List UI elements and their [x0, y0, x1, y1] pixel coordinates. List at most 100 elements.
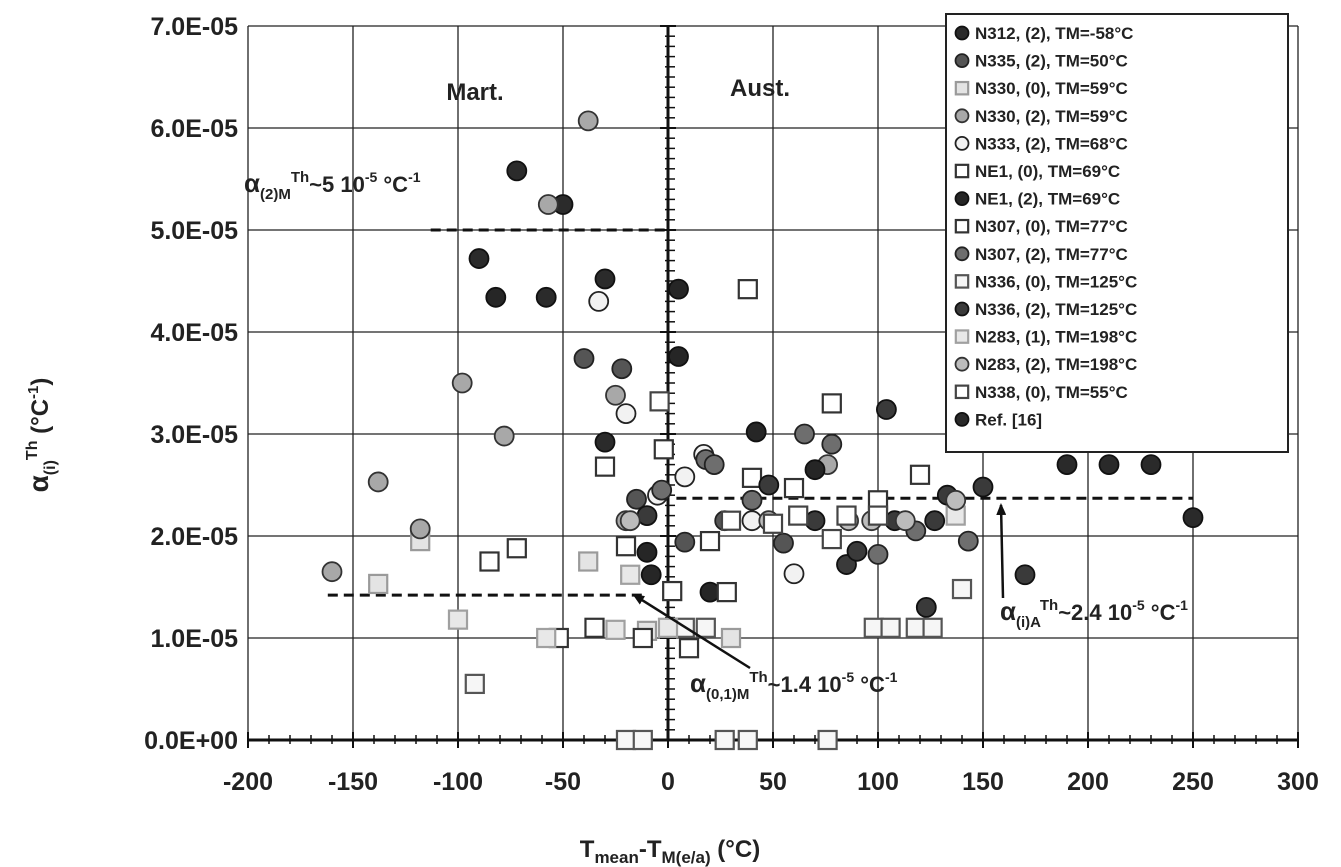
data-point	[821, 433, 843, 455]
annotation-alpha-2m-text: ~5 10	[309, 172, 365, 197]
legend-entry: NE1, (0), TM=69°C	[954, 162, 1120, 181]
legend-marker	[954, 191, 970, 207]
legend-marker	[954, 329, 970, 344]
data-point	[409, 518, 431, 540]
annotation-alpha-01m-unit-exp: -1	[885, 669, 898, 685]
legend-entry: N307, (0), TM=77°C	[954, 217, 1128, 236]
x-axis-title-sub2: M(e/a)	[662, 848, 711, 867]
data-point	[699, 581, 721, 603]
data-point	[657, 617, 679, 638]
series-0	[468, 160, 616, 453]
data-point	[451, 372, 473, 394]
legend-entry: N336, (2), TM=125°C	[954, 300, 1137, 319]
legend-label: Ref. [16]	[975, 410, 1042, 429]
annotation-alpha-2m-unit-exp: -1	[408, 169, 421, 185]
data-point	[894, 510, 916, 532]
y-axis-title: α(i)Th (°C-1)	[23, 378, 59, 493]
data-point	[573, 348, 595, 369]
data-point	[668, 346, 689, 367]
annotation-alpha-2m-symbol: α	[244, 168, 260, 198]
data-point	[577, 110, 599, 132]
data-point	[464, 673, 485, 695]
data-point	[584, 617, 605, 638]
data-point	[922, 617, 943, 638]
data-point	[636, 541, 658, 563]
y-tick-label: 4.0E-05	[150, 319, 238, 347]
annotation-alpha-ia-unit-exp: -1	[1175, 597, 1188, 613]
legend-label: NE1, (2), TM=69°C	[975, 190, 1120, 209]
data-point	[741, 489, 763, 511]
data-point	[699, 530, 721, 552]
data-point	[588, 290, 610, 312]
data-point	[1140, 454, 1162, 476]
x-tick-label: 150	[962, 768, 1004, 796]
data-point	[821, 393, 842, 414]
data-point	[737, 729, 758, 751]
series-14	[1056, 454, 1204, 529]
annotation-alpha-01m-exp: -5	[842, 669, 855, 685]
data-point	[493, 425, 515, 447]
reference-lines	[327, 228, 1193, 597]
data-point	[804, 459, 826, 481]
data-point	[626, 488, 647, 510]
data-point	[605, 384, 626, 406]
legend-entry: N338, (0), TM=55°C	[954, 383, 1128, 402]
data-point	[615, 536, 637, 557]
data-point	[783, 477, 805, 499]
data-point	[720, 510, 742, 531]
legend-marker	[954, 80, 970, 96]
annotation-alpha-ia-symbol: α	[1000, 596, 1016, 626]
data-point	[915, 597, 937, 618]
data-point	[594, 456, 616, 477]
series-8	[651, 423, 979, 565]
legend-marker	[954, 274, 970, 289]
data-point	[537, 194, 559, 215]
data-point	[578, 551, 599, 572]
legend-entry: N330, (2), TM=59°C	[954, 107, 1128, 126]
x-axis-title-main: T	[580, 836, 595, 863]
y-axis-title-sub: (i)	[42, 460, 59, 475]
legend-entry: N307, (2), TM=77°C	[954, 245, 1128, 264]
series-2	[368, 530, 742, 649]
data-point	[758, 474, 780, 496]
data-point	[880, 617, 901, 638]
data-point	[674, 466, 696, 488]
series-6	[485, 278, 826, 603]
legend-entry: Ref. [16]	[954, 410, 1042, 429]
data-point	[716, 581, 737, 603]
data-point	[651, 479, 673, 501]
legend-entry: N283, (1), TM=198°C	[954, 328, 1137, 347]
legend-label: N335, (2), TM=50°C	[975, 52, 1128, 71]
y-tick-labels: 0.0E+00 1.0E-05 2.0E-05 3.0E-05 4.0E-05 5.0E-…	[144, 13, 238, 755]
legend-marker	[954, 301, 970, 317]
data-point	[794, 423, 815, 445]
data-point	[817, 729, 838, 751]
x-tick-labels: -200 -150 -100 -50 0 50 100 150 200 250 300	[223, 768, 1319, 796]
y-tick-label: 3.0E-05	[150, 421, 238, 449]
x-tick-label: 0	[661, 768, 675, 796]
data-point	[714, 729, 735, 751]
legend-marker	[954, 53, 970, 68]
legend-label: N312, (2), TM=-58°C	[975, 24, 1133, 43]
data-point	[536, 627, 557, 649]
legend-marker	[954, 25, 970, 41]
y-axis-title-sup: Th	[24, 441, 41, 461]
data-point	[640, 564, 662, 586]
data-point	[783, 563, 805, 585]
data-point	[821, 528, 842, 550]
x-tick-label: -150	[328, 768, 378, 796]
x-tick-label: 300	[1277, 768, 1319, 796]
data-point	[594, 431, 616, 453]
data-point	[653, 439, 674, 460]
legend-entry: N283, (2), TM=198°C	[954, 355, 1137, 374]
data-point	[619, 510, 641, 532]
data-point	[972, 476, 994, 498]
x-tick-label: 100	[857, 768, 899, 796]
legend-label: N307, (0), TM=77°C	[975, 217, 1128, 236]
arrow-alpha-01m	[632, 593, 751, 670]
x-axis-title-sub1: mean	[594, 848, 638, 867]
series-5	[594, 279, 842, 557]
y-tick-label: 1.0E-05	[150, 625, 238, 653]
legend-label: N330, (0), TM=59°C	[975, 79, 1128, 98]
